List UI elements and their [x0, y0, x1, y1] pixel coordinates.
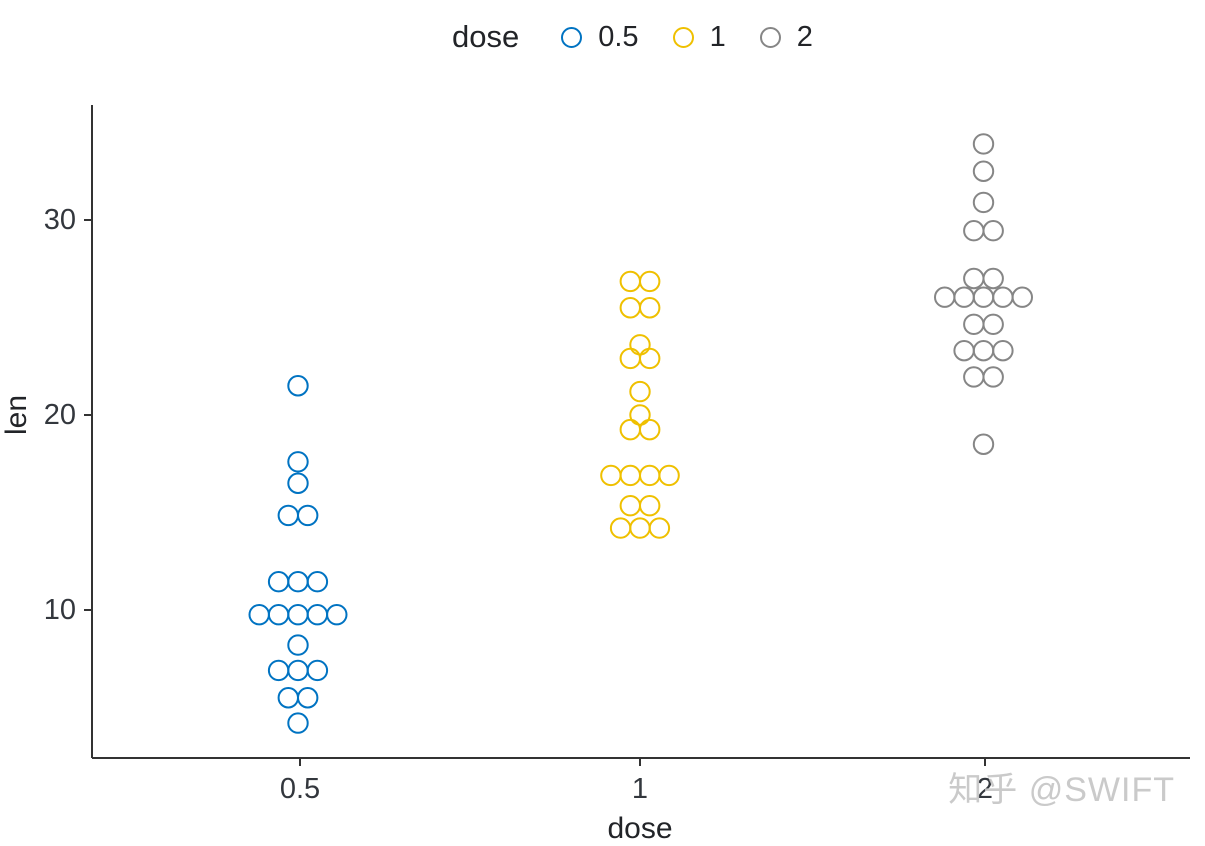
- data-point: [287, 659, 309, 682]
- data-point: [619, 297, 641, 319]
- data-point: [287, 375, 309, 397]
- x-tick-label: 0.5: [279, 773, 321, 805]
- data-point: [972, 191, 995, 214]
- data-point: [972, 433, 995, 455]
- y-tick-label: 10: [43, 594, 76, 626]
- data-point: [639, 297, 661, 319]
- data-point: [619, 347, 641, 370]
- data-point: [287, 571, 309, 593]
- data-point: [963, 366, 985, 388]
- data-point: [297, 504, 319, 527]
- data-point: [934, 286, 956, 308]
- data-point: [267, 659, 290, 682]
- data-point: [287, 603, 309, 626]
- data-point: [600, 464, 622, 487]
- data-point: [972, 160, 995, 182]
- legend-title: dose: [452, 19, 520, 54]
- data-point: [972, 286, 995, 308]
- data-point: [248, 603, 270, 626]
- data-point: [277, 687, 299, 709]
- data-point: [648, 517, 671, 539]
- data-point: [267, 603, 290, 626]
- data-point: [297, 687, 319, 709]
- data-point: [287, 472, 309, 494]
- data-point: [287, 712, 309, 734]
- legend-item-label: 2: [796, 20, 813, 53]
- data-point: [982, 267, 1004, 290]
- data-point: [992, 339, 1014, 362]
- y-tick-label: 30: [43, 204, 76, 236]
- y-axis-title: len: [0, 394, 33, 436]
- legend-item-label: 0.5: [598, 20, 639, 53]
- legend-circle-icon: [561, 26, 583, 48]
- data-point: [963, 220, 985, 242]
- data-point: [972, 339, 995, 362]
- data-point: [639, 418, 661, 441]
- data-point: [287, 634, 309, 656]
- legend: dose 0.5 1 2: [452, 14, 847, 60]
- data-point: [982, 366, 1004, 388]
- data-point: [992, 286, 1014, 308]
- legend-item-dose-0.5[interactable]: 0.5: [561, 20, 639, 54]
- data-point: [277, 504, 299, 527]
- data-point: [306, 659, 329, 682]
- legend-circle-icon: [672, 26, 694, 48]
- data-point: [629, 517, 651, 539]
- data-point: [326, 603, 348, 626]
- legend-circle-icon: [759, 26, 781, 48]
- data-point: [629, 380, 651, 403]
- data-point: [287, 451, 309, 473]
- data-point: [639, 494, 661, 517]
- data-point: [982, 313, 1004, 336]
- data-point: [639, 464, 661, 487]
- legend-item-dose-1[interactable]: 1: [672, 20, 726, 54]
- data-point: [639, 347, 661, 370]
- data-point: [306, 603, 329, 626]
- dot-series-dose-0.5: [248, 375, 348, 734]
- data-point: [639, 270, 661, 293]
- data-point: [658, 464, 680, 487]
- data-point: [629, 404, 651, 426]
- data-point: [306, 571, 329, 593]
- data-point: [953, 339, 975, 362]
- data-point: [619, 464, 641, 487]
- dot-series-dose-2: [934, 133, 1033, 455]
- data-point: [963, 267, 985, 290]
- legend-item-label: 1: [709, 20, 726, 53]
- data-point: [619, 270, 641, 293]
- data-point: [963, 313, 985, 336]
- data-point: [1011, 286, 1033, 308]
- data-point: [972, 133, 995, 155]
- data-point: [619, 494, 641, 517]
- x-tick-label: 2: [976, 773, 994, 805]
- x-tick-label: 1: [631, 773, 649, 805]
- dot-series-dose-1: [600, 270, 680, 539]
- data-point: [953, 286, 975, 308]
- watermark-text: 知乎 @SWIFT: [948, 771, 1175, 809]
- data-point: [267, 571, 290, 593]
- x-axis-title: dose: [607, 812, 673, 845]
- data-point: [629, 334, 651, 356]
- data-point: [619, 418, 641, 441]
- y-tick-label: 20: [43, 399, 76, 431]
- data-point: [982, 220, 1004, 242]
- legend-item-dose-2[interactable]: 2: [759, 20, 813, 54]
- data-point: [609, 517, 632, 539]
